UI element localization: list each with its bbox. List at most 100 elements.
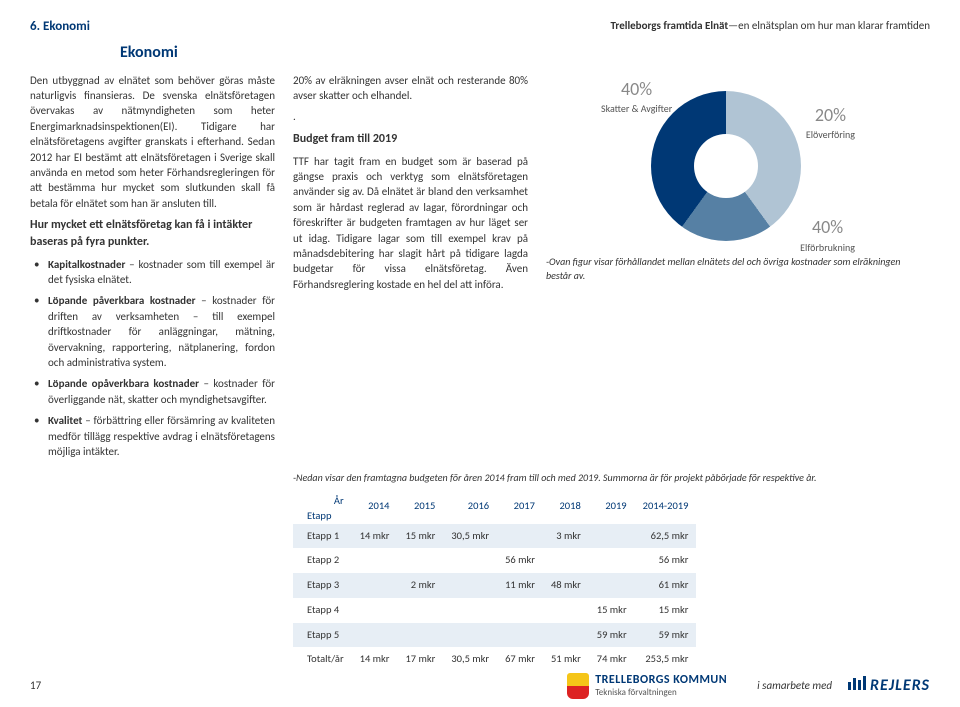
table-cell: 17 mkr — [397, 647, 443, 672]
table-cell: 67 mkr — [497, 647, 543, 672]
table-cell — [352, 598, 398, 623]
donut-label-forbrukning: 40% Elförbrukning — [800, 215, 855, 254]
table-cell: 2 mkr — [397, 573, 443, 598]
column-left: Den utbyggnad av elnätet som behöver gör… — [30, 73, 275, 466]
row-label: Etapp 1 — [293, 524, 352, 549]
intro-paragraph: Den utbyggnad av elnätet som behöver gör… — [30, 73, 275, 212]
logo-trelleborg: TRELLEBORGS KOMMUN Tekniska förvaltninge… — [567, 673, 727, 699]
subheading-revenue: Hur mycket ett elnätsföretag kan få i in… — [30, 217, 275, 251]
table-caption: -Nedan visar den framtagna budgeten för … — [293, 471, 930, 485]
logo-rejlers: REJLERS — [848, 675, 930, 697]
bullet-bold: Löpande påverkbara kostnader — [48, 294, 196, 307]
table-cell: 59 mkr — [635, 623, 697, 648]
table-cell — [589, 524, 635, 549]
footer: 17 TRELLEBORGS KOMMUN Tekniska förvaltni… — [0, 673, 960, 699]
shield-icon — [567, 673, 589, 699]
bullet-rest: – förbättring eller försämring av kvalit… — [48, 414, 275, 458]
column-right: 40% Skatter & Avgifter 20% Elöverföring … — [546, 73, 906, 466]
table-row: Etapp 2 56 mkr 56 mkr — [293, 548, 696, 573]
table-cell: 14 mkr — [352, 647, 398, 672]
table-cell: 11 mkr — [497, 573, 543, 598]
table-cell: 56 mkr — [635, 548, 697, 573]
table-row: Etapp 3 2 mkr 11 mkr48 mkr 61 mkr — [293, 573, 696, 598]
list-item: Kapitalkostnader – kostnader som till ex… — [30, 257, 275, 288]
table-year: 2019 — [589, 489, 635, 523]
donut-pct: 20% — [806, 103, 855, 128]
table-head-etapp-label: Etapp — [307, 509, 344, 524]
table-cell — [497, 623, 543, 648]
list-item: Kvalitet – förbättring eller försämring … — [30, 413, 275, 459]
kommun-name: TRELLEBORGS KOMMUN — [595, 674, 727, 687]
table-cell: 48 mkr — [543, 573, 589, 598]
table-cell: 15 mkr — [589, 598, 635, 623]
table-cell — [397, 623, 443, 648]
table-cell: 15 mkr — [397, 524, 443, 549]
donut-chart: 40% Skatter & Avgifter 20% Elöverföring … — [611, 73, 841, 253]
rejlers-bars-icon — [848, 676, 866, 690]
table-year: 2014-2019 — [635, 489, 697, 523]
table-cell: 30,5 mkr — [443, 647, 497, 672]
table-cell — [443, 548, 497, 573]
table-year: 2017 — [497, 489, 543, 523]
row-label: Etapp 2 — [293, 548, 352, 573]
column-middle: 20% av elräkningen avser elnät och reste… — [293, 73, 528, 466]
row-label: Etapp 4 — [293, 598, 352, 623]
kommun-sub: Tekniska förvaltningen — [595, 688, 727, 698]
table-year: 2018 — [543, 489, 589, 523]
table-year: 2015 — [397, 489, 443, 523]
table-cell: 56 mkr — [497, 548, 543, 573]
donut-label-skatter: 40% Skatter & Avgifter — [601, 77, 672, 116]
donut-text: Elförbrukning — [800, 241, 855, 254]
table-cell — [497, 524, 543, 549]
table-cell: 74 mkr — [589, 647, 635, 672]
donut-label-overforing: 20% Elöverföring — [806, 103, 855, 142]
page-heading: Ekonomi — [120, 42, 930, 64]
table-cell — [397, 598, 443, 623]
table-cell: 15 mkr — [635, 598, 697, 623]
row-label: Totalt/år — [293, 647, 352, 672]
table-cell — [543, 598, 589, 623]
mid-paragraph-3: TTF har tagit fram en budget som är base… — [293, 154, 528, 293]
table-cell: 61 mkr — [635, 573, 697, 598]
table-cell — [397, 548, 443, 573]
bullet-bold: Kapitalkostnader — [48, 258, 125, 271]
table-year: 2014 — [352, 489, 398, 523]
table-year: 2016 — [443, 489, 497, 523]
bullet-bold: Löpande opåverkbara kostnader — [48, 377, 199, 390]
table-cell — [543, 548, 589, 573]
list-item: Löpande påverkbara kostnader – kostnader… — [30, 293, 275, 370]
bullet-bold: Kvalitet — [48, 414, 82, 427]
table-row: Etapp 4 15 mkr15 mkr — [293, 598, 696, 623]
table-cell — [352, 623, 398, 648]
donut-text: Elöverföring — [806, 128, 855, 141]
table-cell — [443, 598, 497, 623]
table-cell — [497, 598, 543, 623]
doc-title-rest: —en elnätsplan om hur man klarar framtid… — [728, 19, 930, 32]
donut-pct: 40% — [800, 215, 855, 240]
list-item: Löpande opåverkbara kostnader – kostnade… — [30, 376, 275, 407]
section-number: 6. Ekonomi — [30, 18, 90, 36]
budget-table: År Etapp 2014 2015 2016 2017 2018 2019 2… — [293, 489, 696, 672]
table-cell — [443, 573, 497, 598]
doc-title: Trelleborgs framtida Elnät—en elnätsplan… — [611, 18, 930, 36]
subheading-budget: Budget fram till 2019 — [293, 131, 528, 148]
table-row: Etapp 114 mkr15 mkr30,5 mkr3 mkr62,5 mkr — [293, 524, 696, 549]
table-cell — [543, 623, 589, 648]
row-label: Etapp 3 — [293, 573, 352, 598]
table-cell: 30,5 mkr — [443, 524, 497, 549]
donut-graphic — [651, 91, 801, 241]
doc-title-bold: Trelleborgs framtida Elnät — [611, 19, 729, 32]
table-head-ar: År — [307, 494, 344, 509]
table-cell — [352, 548, 398, 573]
mid-dot: . — [293, 109, 528, 124]
row-label: Etapp 5 — [293, 623, 352, 648]
donut-text: Skatter & Avgifter — [601, 102, 672, 115]
table-cell — [443, 623, 497, 648]
donut-pct: 40% — [601, 77, 672, 102]
table-cell: 253,5 mkr — [635, 647, 697, 672]
table-cell: 14 mkr — [352, 524, 398, 549]
table-row: Totalt/år14 mkr17 mkr30,5 mkr67 mkr51 mk… — [293, 647, 696, 672]
table-head-etapp: År Etapp — [293, 489, 352, 523]
table-cell: 51 mkr — [543, 647, 589, 672]
samarbete-text: i samarbete med — [757, 678, 832, 693]
